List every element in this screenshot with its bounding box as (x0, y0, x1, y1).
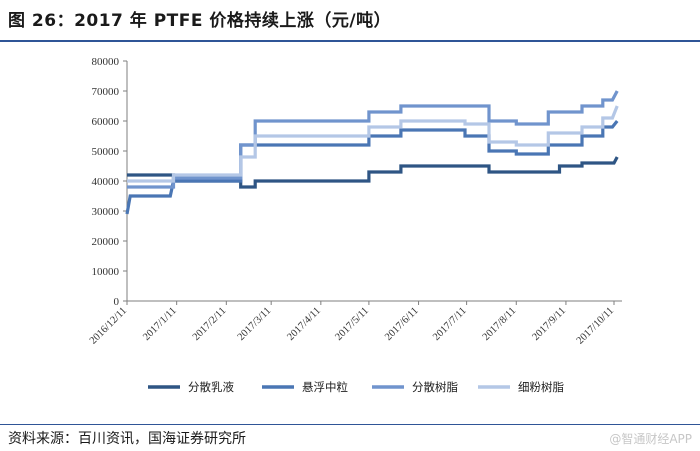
series-line (125, 120, 619, 215)
figure-title: 图 26：2017 年 PTFE 价格持续上涨（元/吨） (8, 11, 392, 31)
y-tick-label: 60000 (92, 116, 120, 128)
y-tick-label: 80000 (92, 56, 120, 68)
x-tick-label: 2017/5/11 (333, 305, 371, 343)
x-tick-label: 2016/12/11 (88, 305, 129, 346)
x-tick-label: 2017/3/11 (236, 305, 274, 343)
legend-label: 分散树脂 (412, 380, 458, 394)
x-tick-label: 2017/8/11 (481, 305, 519, 343)
y-tick-label: 70000 (92, 86, 120, 98)
line-chart: 0 10000 20000 30000 40000 50000 60000 70000 8000… (88, 56, 622, 394)
x-tick-label: 2017/9/11 (530, 305, 568, 343)
x-tick-label: 2017/7/11 (431, 305, 469, 343)
x-tick-label: 2017/1/11 (141, 305, 179, 343)
x-tick-label: 2017/6/11 (383, 305, 421, 343)
title-bar: 图 26：2017 年 PTFE 价格持续上涨（元/吨） (0, 0, 700, 42)
y-tick-label: 10000 (92, 266, 120, 278)
source-note: 资料来源：百川资讯，国海证券研究所 (8, 431, 246, 447)
series-line (127, 105, 619, 183)
watermark: @智通财经APP (609, 432, 692, 446)
y-tick-label: 30000 (92, 206, 120, 218)
legend-label: 分散乳液 (188, 380, 234, 394)
x-tick-label: 2017/4/11 (285, 305, 323, 343)
legend-label: 细粉树脂 (518, 380, 564, 394)
y-tick-label: 0 (114, 296, 120, 308)
legend-label: 悬浮中粒 (302, 380, 348, 394)
y-tick-label: 50000 (92, 146, 120, 158)
y-tick-label: 40000 (92, 176, 120, 188)
x-tick-label: 2017/10/11 (575, 305, 616, 346)
x-tick-label: 2017/2/11 (191, 305, 229, 343)
y-tick-label: 20000 (92, 236, 120, 248)
footer-bar: 资料来源：百川资讯，国海证券研究所 @智通财经APP (0, 424, 700, 451)
